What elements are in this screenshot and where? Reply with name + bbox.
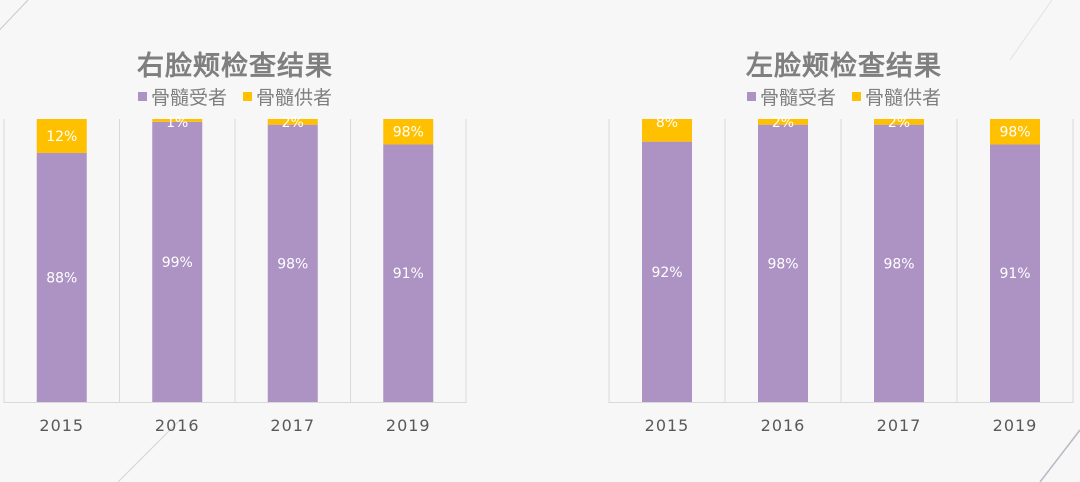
data-label-donor-2015: 12% — [46, 129, 77, 145]
x-tick-label-2015: 2015 — [645, 416, 690, 435]
plot-area: 92% 8% 2015 98% 2% 2016 98% 2% 2017 91% 98% 2019 — [608, 115, 1074, 435]
data-label-donor-2015: 8% — [656, 115, 678, 131]
bar-donor-2019 — [383, 119, 434, 145]
legend-label: 骨髓受者 — [759, 87, 836, 109]
x-tick-label-2017: 2017 — [877, 416, 922, 435]
right-cheek-chart: 右脸颊检查结果 骨髓受者 骨髓供者 88% 12% 2015 99% 1% 2016 98%… — [0, 0, 470, 482]
bar-donor-2016 — [758, 119, 808, 125]
bar-donor-2017 — [874, 119, 924, 125]
legend-swatch-recipient — [137, 92, 147, 101]
data-label-recipient-2015: 92% — [651, 265, 682, 281]
legend-swatch-donor — [852, 92, 862, 101]
legend-swatch-donor — [243, 92, 253, 101]
legend-label: 骨髓受者 — [150, 87, 227, 109]
data-label-donor-2016: 1% — [166, 115, 188, 131]
left-cheek-chart: 左脸颊检查结果 骨髓受者 骨髓供者 92% 8% 2015 98% 2% 2016 98% 2… — [608, 0, 1080, 482]
legend-item-recipient: 骨髓受者 — [137, 83, 227, 110]
x-tick-label-2019: 2019 — [386, 416, 431, 435]
legend-item-donor: 骨髓供者 — [852, 83, 941, 110]
chart-title: 右脸颊检查结果 — [137, 51, 333, 82]
data-label-recipient-2017: 98% — [883, 256, 914, 272]
legend-label: 骨髓供者 — [865, 87, 942, 109]
bar-recipient-2019 — [383, 144, 434, 402]
bar-recipient-2016 — [152, 121, 203, 402]
data-label-recipient-2015: 88% — [46, 270, 77, 286]
bar-recipient-2015 — [36, 152, 87, 402]
data-label-donor-2017: 2% — [282, 115, 304, 131]
chart-title: 左脸颊检查结果 — [746, 51, 942, 82]
bar-donor-2019 — [990, 119, 1040, 145]
legend-label: 骨髓供者 — [256, 87, 333, 109]
bar-recipient-2017 — [874, 124, 924, 402]
x-tick-label-2017: 2017 — [270, 416, 315, 435]
data-label-recipient-2017: 98% — [277, 256, 308, 272]
bar-recipient-2017 — [267, 124, 318, 402]
bar-donor-2016 — [152, 119, 203, 122]
x-tick-label-2019: 2019 — [993, 416, 1038, 435]
legend-item-recipient: 骨髓受者 — [746, 83, 836, 110]
data-label-recipient-2016: 98% — [767, 256, 798, 272]
x-tick-label-2015: 2015 — [39, 416, 84, 435]
legend-item-donor: 骨髓供者 — [243, 83, 332, 110]
bar-donor-2015 — [36, 119, 87, 153]
data-label-recipient-2019: 91% — [393, 266, 424, 282]
chart-legend: 骨髓受者 骨髓供者 — [608, 83, 1080, 110]
x-tick-label-2016: 2016 — [155, 416, 200, 435]
x-tick-label-2016: 2016 — [761, 416, 806, 435]
data-label-donor-2017: 2% — [888, 115, 910, 131]
bar-donor-2017 — [267, 119, 318, 125]
legend-swatch-recipient — [746, 92, 756, 101]
data-label-recipient-2016: 99% — [162, 255, 193, 271]
plot-area: 88% 12% 2015 99% 1% 2016 98% 2% 2017 91% 98% 2019 — [3, 115, 467, 435]
data-label-recipient-2019: 91% — [999, 266, 1030, 282]
data-label-donor-2019: 98% — [393, 125, 424, 141]
bar-recipient-2019 — [990, 144, 1040, 402]
bar-recipient-2015 — [642, 141, 692, 402]
bar-donor-2015 — [642, 119, 692, 142]
data-label-donor-2019: 98% — [999, 125, 1030, 141]
data-label-donor-2016: 2% — [772, 115, 794, 131]
chart-legend: 骨髓受者 骨髓供者 — [0, 83, 470, 110]
bar-recipient-2016 — [758, 124, 808, 402]
